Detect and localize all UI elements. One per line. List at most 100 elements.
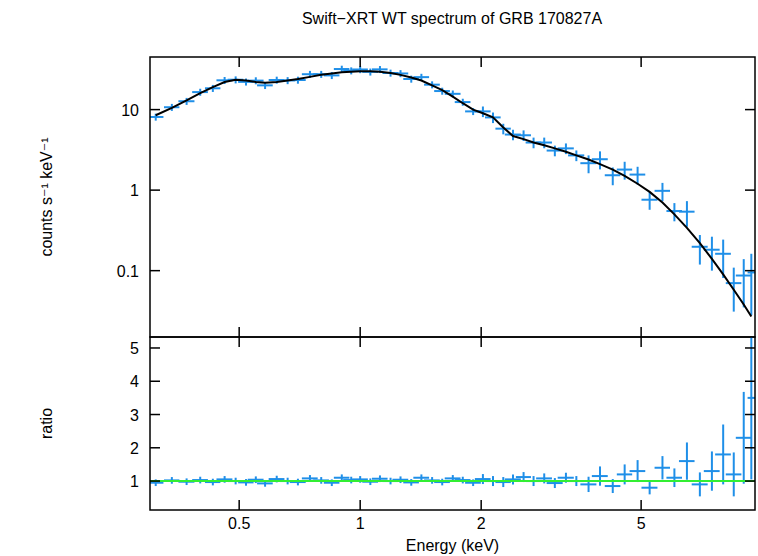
y-tick bbox=[745, 380, 755, 382]
frame bbox=[150, 57, 755, 337]
bin-width bbox=[748, 271, 755, 273]
bin-width bbox=[372, 478, 388, 480]
chart: 0.1 1 10 Swift−XRT WT spectrum of GRB 17082… bbox=[0, 0, 758, 556]
x-tick bbox=[480, 337, 482, 347]
y-tick bbox=[745, 414, 755, 416]
data-point bbox=[679, 442, 695, 479]
bin-width bbox=[666, 477, 682, 479]
data-point bbox=[403, 479, 419, 486]
bin-width bbox=[372, 68, 388, 70]
x-tick bbox=[640, 337, 642, 347]
y-tick bbox=[150, 414, 160, 416]
x-tick-label: 0.5 bbox=[228, 515, 250, 532]
bin-width bbox=[558, 477, 574, 479]
y-tick bbox=[745, 447, 755, 449]
error-bar bbox=[750, 337, 752, 479]
x-tick bbox=[640, 327, 642, 337]
y-tick-label: 0.1 bbox=[117, 263, 139, 280]
error-bar bbox=[699, 235, 701, 265]
x-tick bbox=[359, 327, 361, 337]
data-point bbox=[641, 481, 657, 494]
x-tick bbox=[238, 327, 240, 337]
bin-width bbox=[748, 397, 755, 399]
y-tick bbox=[745, 189, 755, 191]
y-tick-label: 4 bbox=[130, 373, 139, 390]
y-tick bbox=[745, 109, 755, 111]
error-bar bbox=[599, 151, 601, 169]
y-tick bbox=[150, 447, 160, 449]
error-bar bbox=[686, 201, 688, 227]
y-axis-label: ratio bbox=[38, 408, 55, 439]
bin-width bbox=[302, 477, 318, 479]
y-tick-label: 1 bbox=[130, 473, 139, 490]
bin-width bbox=[257, 84, 273, 86]
data-point bbox=[547, 478, 563, 488]
x-tick bbox=[640, 57, 642, 67]
y-tick bbox=[745, 270, 755, 272]
bin-width bbox=[334, 477, 350, 479]
x-tick bbox=[640, 500, 642, 510]
x-tick bbox=[238, 500, 240, 510]
x-tick bbox=[238, 57, 240, 67]
bin-width bbox=[736, 275, 752, 277]
y-tick-label: 5 bbox=[130, 340, 139, 357]
bin-width bbox=[547, 482, 563, 484]
bin-width bbox=[536, 477, 552, 479]
y-tick-label: 1 bbox=[130, 182, 139, 199]
data-point bbox=[655, 456, 670, 479]
bin-width bbox=[413, 477, 429, 479]
bin-width bbox=[605, 174, 621, 176]
data-point bbox=[475, 474, 491, 484]
data-point bbox=[505, 474, 521, 484]
y-tick bbox=[150, 189, 160, 191]
x-tick bbox=[359, 57, 361, 67]
bin-width bbox=[150, 116, 163, 118]
y-tick-label: 3 bbox=[130, 407, 139, 424]
bin-width bbox=[704, 470, 720, 472]
bin-width bbox=[641, 199, 657, 201]
data-point bbox=[630, 460, 646, 482]
bin-width bbox=[592, 475, 608, 477]
y-tick bbox=[150, 270, 160, 272]
model-line bbox=[150, 480, 755, 482]
bin-width bbox=[592, 158, 608, 160]
bin-width bbox=[679, 460, 695, 462]
x-tick bbox=[359, 500, 361, 510]
bin-width bbox=[736, 437, 752, 439]
bin-width bbox=[715, 453, 731, 455]
bin-width bbox=[726, 473, 742, 475]
y-tick bbox=[150, 109, 160, 111]
y-tick bbox=[150, 347, 160, 349]
bin-width bbox=[630, 470, 646, 472]
title: Swift−XRT WT spectrum of GRB 170827A bbox=[302, 10, 602, 27]
y-tick-label: 10 bbox=[121, 102, 139, 119]
bin-width bbox=[655, 190, 670, 192]
bin-width bbox=[475, 478, 491, 480]
bin-width bbox=[679, 211, 695, 213]
x-tick-label: 2 bbox=[477, 515, 486, 532]
data-point bbox=[748, 254, 755, 315]
x-tick-label: 5 bbox=[637, 515, 646, 532]
data-point bbox=[726, 452, 742, 496]
bin-width bbox=[655, 467, 670, 469]
bin-width bbox=[692, 246, 708, 248]
y-tick bbox=[150, 380, 160, 382]
data-point bbox=[748, 337, 755, 479]
data-point bbox=[666, 468, 682, 487]
data-point bbox=[580, 477, 596, 492]
y-axis-label: counts s⁻¹ keV⁻¹ bbox=[38, 137, 55, 256]
bin-width bbox=[715, 253, 731, 255]
background bbox=[0, 0, 758, 556]
data-point bbox=[736, 259, 752, 307]
bin-width bbox=[617, 169, 632, 171]
error-bar bbox=[661, 183, 663, 201]
error-bar bbox=[649, 192, 651, 210]
error-bar bbox=[673, 203, 675, 221]
bin-width bbox=[580, 483, 596, 485]
y-tick bbox=[150, 480, 160, 482]
model-line bbox=[156, 71, 752, 316]
frame bbox=[150, 337, 755, 510]
x-tick-label: 1 bbox=[356, 515, 365, 532]
plot-area bbox=[150, 337, 755, 496]
bin-width bbox=[605, 485, 621, 487]
